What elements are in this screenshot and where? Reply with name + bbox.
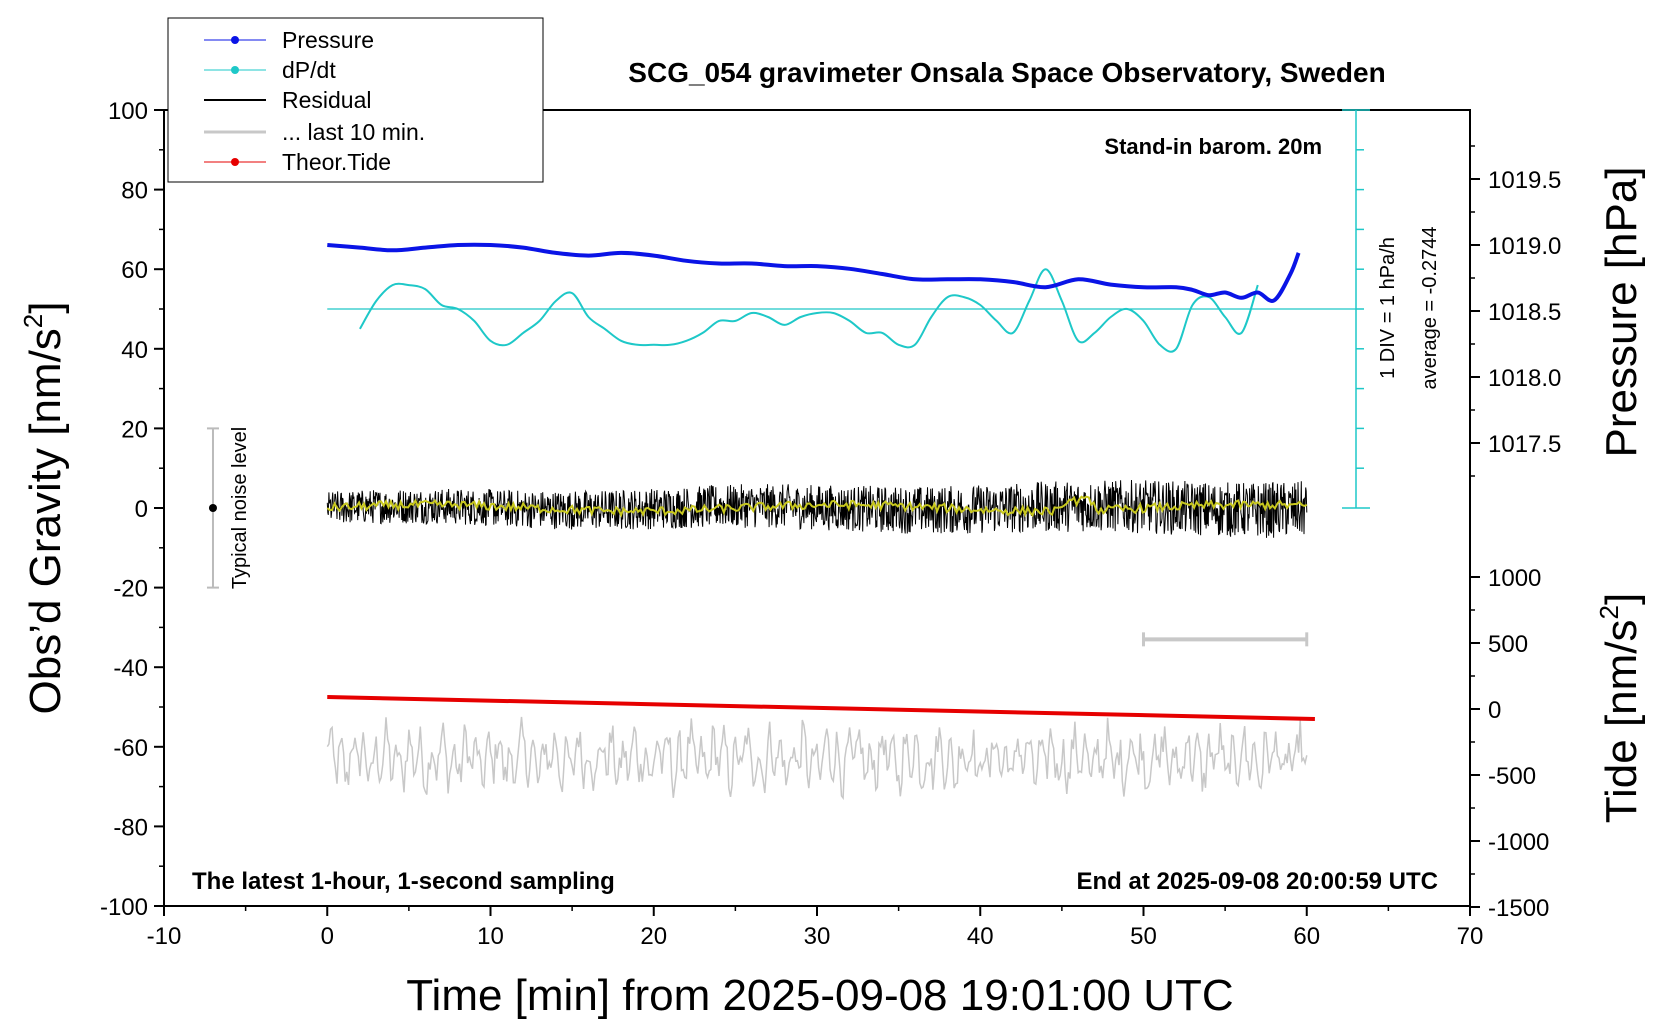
- legend-marker-pressure: [231, 36, 239, 44]
- pressure-tick-label: 1018.0: [1488, 365, 1561, 392]
- tide-tick-label: 0: [1488, 697, 1501, 724]
- legend-label-last10: ... last 10 min.: [282, 119, 425, 145]
- legend-label-dpdt: dP/dt: [282, 57, 336, 83]
- x-axis: -10 0 10 20 30 40 50 60 70: [147, 906, 1484, 950]
- y-axis-tide: 1000 500 0 -500 -1000 -1500: [1470, 565, 1549, 922]
- x-tick-label: 30: [804, 923, 831, 950]
- pressure-axis-title: Pressure [hPa]: [1597, 166, 1646, 457]
- y-tick-label: 0: [135, 496, 148, 523]
- y-tick-label: -80: [113, 814, 148, 841]
- y-tick-label: 40: [121, 337, 148, 364]
- barometer-note: Stand-in barom. 20m: [1104, 134, 1322, 159]
- tide-axis-title-tail: ]: [1597, 593, 1646, 605]
- y-axis-pressure: 1019.5 1019.0 1018.5 1018.0 1017.5: [1470, 145, 1561, 477]
- y-tick-label: -40: [113, 655, 148, 682]
- legend: Pressure dP/dt Residual ... last 10 min.…: [167, 17, 544, 183]
- legend-label-residual: Residual: [282, 87, 372, 113]
- tide-axis-title-sup: 2: [1594, 605, 1624, 619]
- x-tick-label: 60: [1293, 923, 1320, 950]
- x-tick-label: 70: [1457, 923, 1484, 950]
- y-tick-label: -20: [113, 576, 148, 603]
- legend-marker-tide: [231, 158, 239, 166]
- x-axis-title: Time [min] from 2025-09-08 19:01:00 UTC: [406, 971, 1233, 1020]
- x-tick-label: -10: [147, 923, 182, 950]
- latest-note: The latest 1-hour, 1-second sampling: [192, 868, 615, 895]
- tide-tick-label: -500: [1488, 763, 1536, 790]
- pressure-tick-label: 1017.5: [1488, 431, 1561, 458]
- series-layer: [206, 242, 1356, 801]
- pressure-line: [327, 242, 1301, 303]
- x-tick-label: 10: [477, 923, 504, 950]
- residual-line: [326, 479, 1308, 538]
- noise-bar-center: [208, 504, 217, 512]
- tide-tick-label: 1000: [1488, 565, 1541, 592]
- theoretical-tide-line: [327, 695, 1315, 721]
- x-tick-label: 0: [321, 923, 334, 950]
- chart-title: SCG_054 gravimeter Onsala Space Observat…: [628, 57, 1385, 88]
- legend-marker-dpdt: [231, 66, 239, 74]
- legend-label-tide: Theor.Tide: [282, 149, 391, 175]
- y-tick-label: 20: [121, 416, 148, 443]
- legend-label-pressure: Pressure: [282, 27, 374, 53]
- tide-axis-title-main: Tide [nm/s: [1597, 619, 1646, 823]
- pressure-tick-label: 1019.5: [1488, 167, 1561, 194]
- y-tick-label: -100: [100, 894, 148, 921]
- y-axis-title-sup: 2: [18, 314, 48, 328]
- tide-tick-label: 500: [1488, 631, 1528, 658]
- y-axis-title-tail: ]: [21, 301, 70, 313]
- y-tick-label: 100: [108, 98, 148, 125]
- smoothed-residual-line: [326, 495, 1308, 518]
- gravity-noise-line: [326, 716, 1308, 801]
- average-label: average = -0.2744: [1419, 227, 1441, 390]
- y-axis-title: Obs’d Gravity [nm/s2]: [18, 301, 70, 714]
- tide-tick-label: -1500: [1488, 895, 1549, 922]
- y-axis-title-main: Obs’d Gravity [nm/s: [21, 328, 70, 714]
- end-time-note: End at 2025-09-08 20:00:59 UTC: [1077, 868, 1439, 895]
- x-tick-label: 40: [967, 923, 994, 950]
- tide-tick-label: -1000: [1488, 829, 1549, 856]
- y-tick-label: 80: [121, 178, 148, 205]
- x-tick-label: 50: [1130, 923, 1157, 950]
- dpdt-line: [359, 268, 1259, 353]
- y-tick-label: -60: [113, 735, 148, 762]
- noise-level-label: Typical noise level: [229, 427, 251, 589]
- pressure-tick-label: 1018.5: [1488, 299, 1561, 326]
- x-tick-label: 20: [640, 923, 667, 950]
- pressure-tick-label: 1019.0: [1488, 233, 1561, 260]
- div-label: 1 DIV = 1 hPa/h: [1377, 237, 1399, 379]
- y-axis-gravity: 100 80 60 40 20 0 -20 -40 -60 -80 -100: [100, 98, 164, 921]
- y-tick-label: 60: [121, 257, 148, 284]
- tide-axis-title: Tide [nm/s2]: [1594, 593, 1646, 823]
